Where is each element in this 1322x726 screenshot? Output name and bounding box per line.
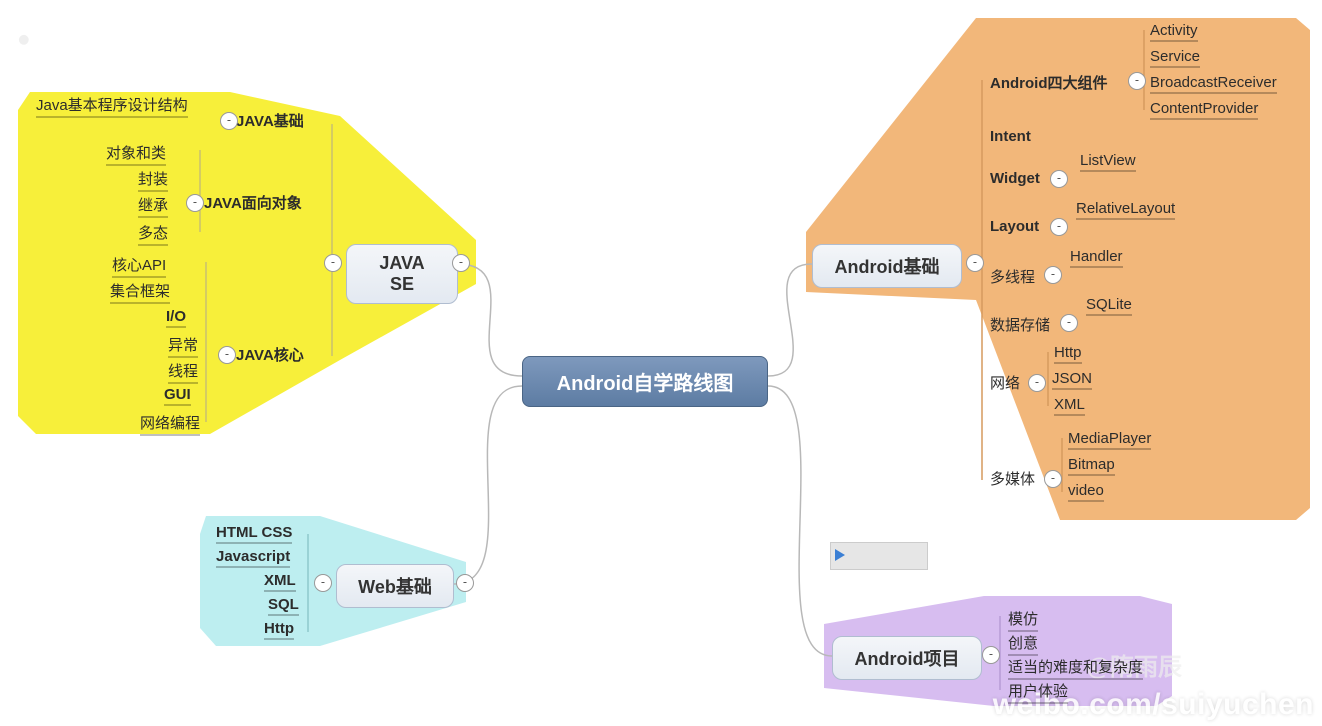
java-basic-item[interactable]: Java基本程序设计结构 [36,94,188,118]
collapse-toggle[interactable]: - [1050,170,1068,188]
android-thread[interactable]: 多线程 [990,266,1035,287]
collapse-toggle[interactable]: - [324,254,342,272]
collapse-toggle[interactable]: - [218,346,236,364]
root-node[interactable]: Android自学路线图 [522,356,768,407]
android-proj-item[interactable]: 模仿 [1008,608,1038,632]
branch-android-base[interactable]: Android基础 [812,244,962,288]
collapse-toggle[interactable]: - [966,254,984,272]
android-media-item[interactable]: MediaPlayer [1068,430,1151,450]
java-oop-item[interactable]: 对象和类 [106,142,166,166]
web-item[interactable]: Http [264,620,294,640]
android-components-item[interactable]: Service [1150,48,1200,68]
android-proj-item[interactable]: 用户体验 [1008,680,1068,704]
web-item[interactable]: SQL [268,596,299,616]
java-core-item[interactable]: 核心API [112,254,166,278]
java-core-item[interactable]: 异常 [168,334,198,358]
android-layout-item[interactable]: RelativeLayout [1076,200,1175,220]
java-core-item[interactable]: I/O [166,308,186,328]
branch-javase[interactable]: JAVA SE [346,244,458,304]
web-item[interactable]: XML [264,572,296,592]
java-oop[interactable]: JAVA面向对象 [204,192,302,213]
collapse-toggle[interactable]: - [1128,72,1146,90]
android-net-item[interactable]: Http [1054,344,1082,364]
android-storage-item[interactable]: SQLite [1086,296,1132,316]
android-layout[interactable]: Layout [990,218,1039,235]
android-components-item[interactable]: BroadcastReceiver [1150,74,1277,94]
android-proj-item[interactable]: 创意 [1008,632,1038,656]
java-basic[interactable]: JAVA基础 [236,110,304,131]
java-oop-item[interactable]: 多态 [138,222,168,246]
collapse-toggle[interactable]: - [1060,314,1078,332]
java-core-item[interactable]: 集合框架 [110,280,170,304]
collapse-toggle[interactable]: - [982,646,1000,664]
java-core[interactable]: JAVA核心 [236,344,304,365]
android-intent[interactable]: Intent [990,128,1031,145]
android-widget-item[interactable]: ListView [1080,152,1136,172]
collapse-toggle[interactable]: - [456,574,474,592]
java-oop-item[interactable]: 封装 [138,168,168,192]
android-components-item[interactable]: ContentProvider [1150,100,1258,120]
android-storage[interactable]: 数据存储 [990,314,1050,335]
collapse-toggle[interactable]: - [1028,374,1046,392]
java-oop-item[interactable]: 继承 [138,194,168,218]
android-media-item[interactable]: Bitmap [1068,456,1115,476]
weibo-icon [0,0,70,60]
android-net[interactable]: 网络 [990,372,1020,393]
android-components-item[interactable]: Activity [1150,22,1198,42]
android-proj-item[interactable]: 适当的难度和复杂度 [1008,656,1143,680]
collapse-toggle[interactable]: - [186,194,204,212]
android-components[interactable]: Android四大组件 [990,72,1108,93]
branch-web[interactable]: Web基础 [336,564,454,608]
android-media-item[interactable]: video [1068,482,1104,502]
web-item[interactable]: HTML CSS [216,524,292,544]
java-core-item[interactable]: 网络编程 [140,412,200,436]
java-core-item[interactable]: GUI [164,386,191,406]
branch-android-proj[interactable]: Android项目 [832,636,982,680]
android-net-item[interactable]: JSON [1052,370,1092,390]
web-item[interactable]: Javascript [216,548,290,568]
java-core-item[interactable]: 线程 [168,360,198,384]
android-thread-item[interactable]: Handler [1070,248,1123,268]
collapse-toggle[interactable]: - [220,112,238,130]
collapse-toggle[interactable]: - [314,574,332,592]
collapse-toggle[interactable]: - [452,254,470,272]
android-media[interactable]: 多媒体 [990,468,1035,489]
android-net-item[interactable]: XML [1054,396,1085,416]
collapse-toggle[interactable]: - [1050,218,1068,236]
play-icon [835,549,845,561]
collapse-toggle[interactable]: - [1044,470,1062,488]
play-widget[interactable] [830,542,928,570]
android-widget[interactable]: Widget [990,170,1040,187]
collapse-toggle[interactable]: - [1044,266,1062,284]
